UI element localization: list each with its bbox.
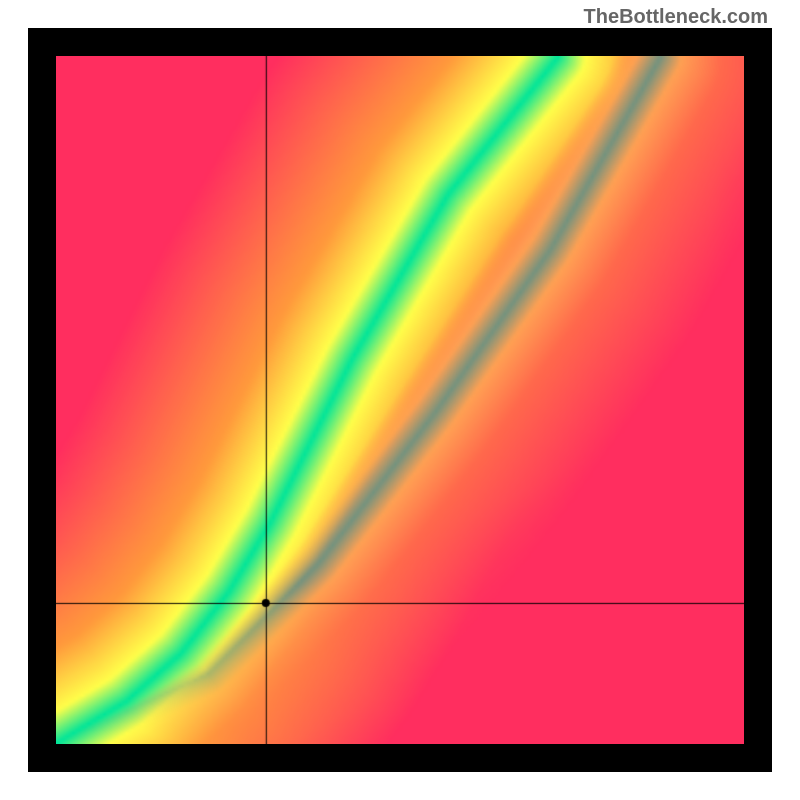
overlay-canvas xyxy=(56,56,744,744)
watermark-text: TheBottleneck.com xyxy=(584,6,768,29)
chart-container: TheBottleneck.com xyxy=(0,0,800,800)
